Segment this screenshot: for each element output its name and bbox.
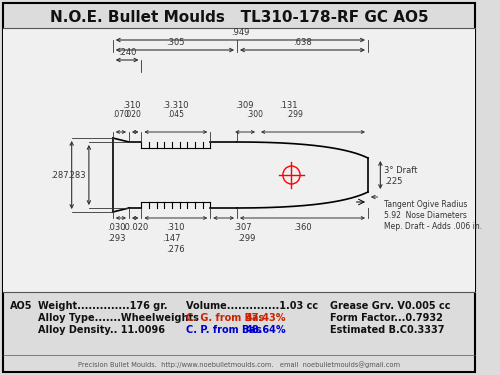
- Text: .293: .293: [108, 234, 126, 243]
- Text: .310: .310: [122, 101, 140, 110]
- Text: 48.64%: 48.64%: [246, 325, 286, 335]
- Text: .070: .070: [112, 110, 129, 119]
- Text: .638: .638: [293, 38, 312, 47]
- Text: .147: .147: [162, 234, 180, 243]
- Text: Form Factor...0.7932: Form Factor...0.7932: [330, 313, 442, 323]
- Text: .299: .299: [286, 110, 304, 119]
- Text: .360: .360: [293, 223, 312, 232]
- Text: C. P. from Bas: C. P. from Bas: [186, 325, 262, 335]
- Text: .300: .300: [246, 110, 262, 119]
- Text: Precision Bullet Moulds.  http://www.noebulletmoulds.com.   email  noebulletmoul: Precision Bullet Moulds. http://www.noeb…: [78, 362, 400, 368]
- Text: Mep. Draft - Adds .006 in.: Mep. Draft - Adds .006 in.: [384, 222, 482, 231]
- Text: .030: .030: [108, 223, 126, 232]
- Text: .287: .287: [50, 171, 69, 180]
- Text: Grease Grv. V0.005 cc: Grease Grv. V0.005 cc: [330, 301, 450, 311]
- Text: Alloy Type.......Wheelweights: Alloy Type.......Wheelweights: [38, 313, 199, 323]
- Text: Alloy Density.. 11.0096: Alloy Density.. 11.0096: [38, 325, 165, 335]
- Text: .3.310: .3.310: [162, 101, 189, 110]
- Text: .307: .307: [234, 223, 252, 232]
- Text: .309: .309: [236, 101, 254, 110]
- Text: Tangent Ogive Radius: Tangent Ogive Radius: [384, 200, 468, 209]
- Text: .305: .305: [166, 38, 184, 47]
- Text: .310: .310: [166, 223, 185, 232]
- Text: N.O.E. Bullet Moulds   TL310-178-RF GC AO5: N.O.E. Bullet Moulds TL310-178-RF GC AO5: [50, 9, 428, 24]
- Text: .225: .225: [384, 177, 402, 186]
- Text: C. G. from Bas: C. G. from Bas: [186, 313, 264, 323]
- Bar: [3, 28, 475, 292]
- Text: .276: .276: [166, 245, 185, 254]
- Text: .131: .131: [279, 101, 297, 110]
- Text: 5.92  Nose Diameters: 5.92 Nose Diameters: [384, 211, 467, 220]
- Text: .283: .283: [68, 171, 86, 180]
- Text: .299: .299: [238, 234, 256, 243]
- Text: .020: .020: [124, 110, 142, 119]
- Text: .949: .949: [231, 28, 250, 37]
- Text: AO5: AO5: [10, 301, 32, 311]
- Text: Estimated B.C0.3337: Estimated B.C0.3337: [330, 325, 444, 335]
- Text: Weight..............176 gr.: Weight..............176 gr.: [38, 301, 168, 311]
- Text: Volume..............1.03 cc: Volume..............1.03 cc: [186, 301, 318, 311]
- Text: .240: .240: [118, 48, 137, 57]
- Text: .045: .045: [168, 110, 184, 119]
- Text: 47.43%: 47.43%: [246, 313, 286, 323]
- Text: .0.020: .0.020: [122, 223, 149, 232]
- Text: 3° Draft: 3° Draft: [384, 166, 418, 175]
